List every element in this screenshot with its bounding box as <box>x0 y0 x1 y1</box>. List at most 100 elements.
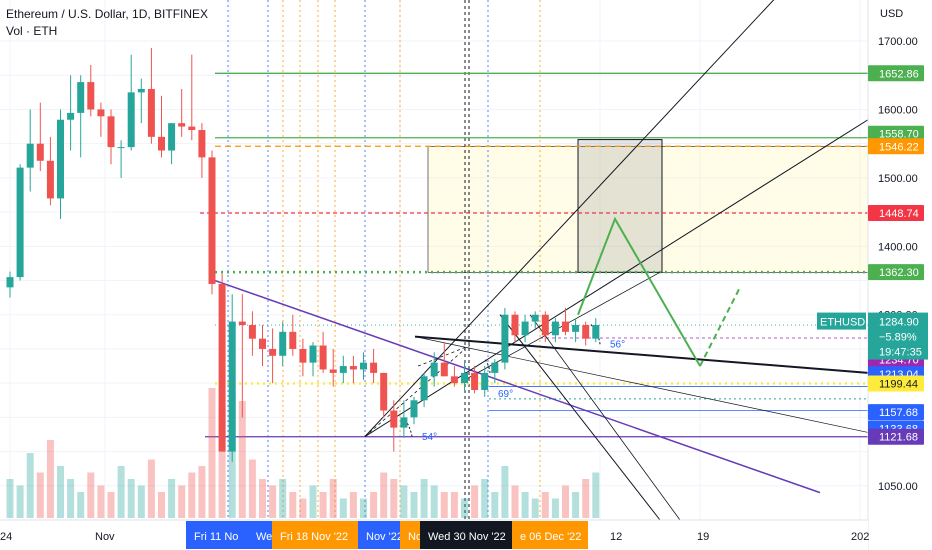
candle-body <box>360 362 367 370</box>
volume-bar <box>248 459 256 518</box>
projection-box <box>577 139 663 273</box>
volume-bar <box>168 479 176 518</box>
y-tick-label: 1600.00 <box>878 104 918 116</box>
chart-title: Ethereum / U.S. Dollar, 1D, BITFINEX <box>6 7 209 21</box>
volume-bar <box>87 472 95 518</box>
current-price-label: 1284.90 <box>879 317 919 329</box>
date-badge-label: e 06 Dec '22 <box>520 531 581 543</box>
candle-body <box>370 362 378 373</box>
volume-bar <box>46 440 54 518</box>
volume-bar <box>582 479 590 518</box>
volume-bar <box>572 492 580 518</box>
candle-body <box>228 321 236 452</box>
candle-body <box>289 331 297 349</box>
date-badge-label: No <box>408 531 422 543</box>
price-change-label: −5.89% <box>879 332 917 344</box>
volume-bar <box>178 485 186 518</box>
angle-label: 69° <box>498 389 513 400</box>
candle-body <box>147 88 155 137</box>
price-level-badge-label: 1448.74 <box>879 208 919 220</box>
volume-bar <box>289 492 297 518</box>
trend-line <box>214 279 821 494</box>
volume-bar <box>107 492 115 518</box>
volume-bar <box>57 466 64 518</box>
volume-bar <box>400 485 408 518</box>
volume-bar <box>370 492 378 518</box>
candle-body <box>46 160 54 199</box>
candle-body <box>269 348 277 356</box>
volume-bar <box>67 479 75 518</box>
volume-bar <box>208 388 216 518</box>
candle-body <box>420 376 428 401</box>
volume-bar <box>127 479 135 518</box>
volume-bar <box>440 492 448 518</box>
date-badge <box>358 521 400 549</box>
y-tick-label: 1700.00 <box>878 36 918 48</box>
date-badge-label: Wed 30 Nov '22 <box>428 531 506 543</box>
angle-arc <box>484 358 491 373</box>
volume-bar <box>319 492 327 518</box>
volume-bar <box>349 492 357 518</box>
price-level-badge-label: 1546.22 <box>879 141 919 153</box>
projection-path <box>699 286 741 367</box>
volume-bar <box>501 466 509 518</box>
projection-path <box>577 216 701 367</box>
candle-body <box>158 136 165 151</box>
candle-body <box>248 325 256 339</box>
candle-body <box>380 372 388 411</box>
volume-bar <box>279 479 287 518</box>
price-level-badge-label: 1362.30 <box>879 267 919 279</box>
volume-bar <box>551 498 559 518</box>
candle-body <box>198 130 206 158</box>
volume-bar <box>329 479 337 518</box>
volume-bar <box>339 498 347 518</box>
candle-body <box>6 277 14 288</box>
trend-line <box>364 119 869 437</box>
candle-body <box>450 376 458 384</box>
volume-bar <box>531 498 539 518</box>
candle-body <box>491 362 499 373</box>
volume-bar <box>420 479 428 518</box>
volume-bar <box>481 479 489 518</box>
price-level-badge <box>868 125 924 142</box>
angle-arc <box>589 323 601 345</box>
price-level-badge <box>868 138 924 155</box>
volume-bar <box>410 492 418 518</box>
candle-body <box>562 321 569 332</box>
symbol-badge-label: ETHUSD <box>820 317 865 329</box>
price-level-badge <box>868 264 924 281</box>
candle-body <box>410 400 418 418</box>
price-level-badge <box>868 428 924 445</box>
trend-line <box>414 335 869 374</box>
candle-body <box>178 123 186 127</box>
candle-body <box>339 366 347 373</box>
candle-body <box>16 167 24 278</box>
candle-body <box>309 345 317 363</box>
volume-bar <box>77 492 85 518</box>
candle-body <box>551 321 559 336</box>
candle-body <box>117 147 125 149</box>
volume-bar <box>16 485 24 518</box>
date-badge <box>400 521 422 549</box>
symbol-badge <box>817 312 866 330</box>
candle-body <box>87 82 95 110</box>
candle-body <box>582 325 590 339</box>
volume-bar <box>259 479 266 518</box>
x-tick-label: Nov <box>95 531 115 543</box>
candle-body <box>77 82 85 113</box>
candle-body <box>218 283 226 452</box>
price-level-badge <box>868 404 924 421</box>
price-level-badge-label: 1121.68 <box>879 432 918 444</box>
volume-bar <box>521 492 529 518</box>
candle-body <box>67 112 75 120</box>
date-badge-label: Fri 18 Nov '22 <box>280 531 348 543</box>
y-tick-label: 1400.00 <box>878 241 918 253</box>
candle-body <box>137 88 145 93</box>
volume-bar <box>36 472 44 518</box>
date-badge-label: Fri 11 No <box>194 531 238 543</box>
volume-bar <box>562 485 569 518</box>
date-badge-label: Nov '22 <box>366 531 403 543</box>
candle-body <box>127 92 135 148</box>
